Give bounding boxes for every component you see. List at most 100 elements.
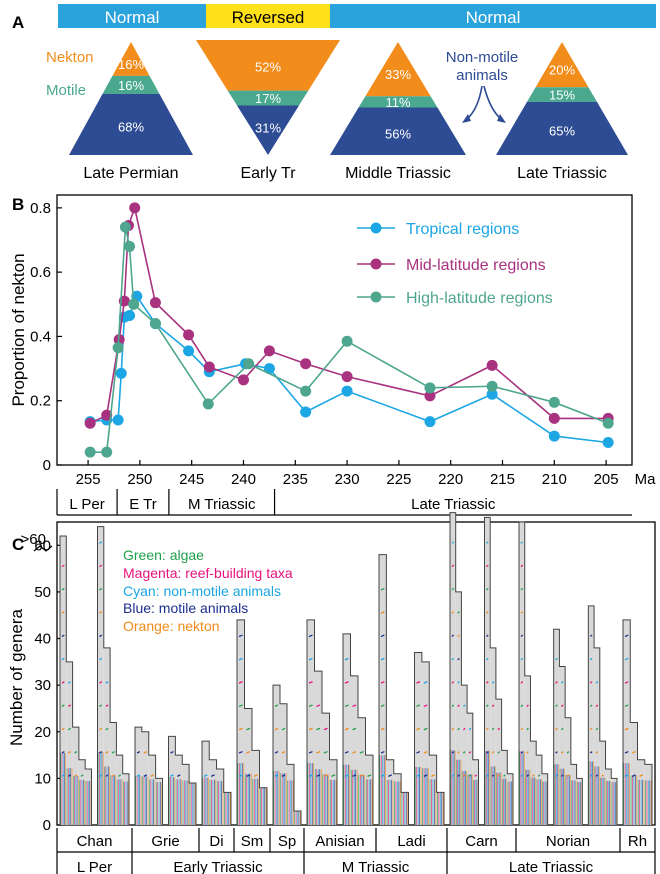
- taxa-marks: [474, 779, 475, 825]
- taxa-marks: [626, 763, 627, 825]
- taxa-marks: [385, 755, 386, 825]
- taxa-mark: [316, 774, 321, 777]
- stage-label: Sp: [278, 833, 296, 850]
- taxa-mark: [150, 774, 154, 777]
- taxa-mark: [80, 774, 84, 777]
- taxa-mark: [520, 727, 524, 731]
- x-axis-unit: Ma: [635, 471, 656, 488]
- taxa-marks: [379, 755, 381, 825]
- genera-bar: [559, 666, 566, 825]
- taxa-mark: [74, 751, 78, 754]
- taxa-mark: [589, 704, 593, 707]
- taxa-marks: [359, 774, 361, 825]
- taxa-marks: [629, 763, 630, 825]
- taxa-marks: [243, 763, 245, 825]
- taxa-marks: [192, 783, 193, 825]
- taxa-mark: [624, 657, 629, 661]
- y-tick-label: 0.2: [30, 393, 51, 410]
- taxa-mark: [99, 587, 103, 591]
- taxa-mark: [423, 774, 428, 777]
- taxa-marks: [537, 779, 539, 825]
- taxa-marks: [90, 780, 92, 825]
- genera-group: [59, 535, 92, 825]
- y-tick-label: 10: [34, 770, 51, 787]
- taxa-marks: [295, 811, 297, 825]
- taxa-mark: [99, 727, 103, 731]
- taxa-mark: [61, 704, 65, 708]
- taxa-marks: [533, 777, 534, 825]
- taxa-marks: [316, 769, 318, 825]
- genera-group: [518, 521, 549, 825]
- taxa-marks: [383, 755, 385, 825]
- taxa-mark: [491, 681, 495, 684]
- taxa-mark: [61, 681, 65, 684]
- taxa-marks: [120, 779, 122, 825]
- taxa-marks: [319, 769, 321, 825]
- taxa-marks: [73, 775, 74, 825]
- taxa-mark: [380, 611, 385, 614]
- data-point: [112, 342, 124, 354]
- taxa-mark: [451, 587, 455, 591]
- taxa-marks: [429, 779, 431, 825]
- taxa-marks: [538, 779, 540, 825]
- taxa-marks: [189, 783, 191, 825]
- genera-group: [134, 726, 163, 825]
- stage-label: Carn: [465, 833, 498, 850]
- taxa-marks: [521, 751, 523, 825]
- panel-b: B 0 0.2 0.4 0.6 0.8 255 250 245 240 235 230 225 220 21…: [9, 194, 656, 516]
- taxa-mark: [388, 774, 393, 777]
- plot-frame: [56, 194, 633, 466]
- taxa-mark: [462, 774, 466, 777]
- taxa-marks: [326, 774, 328, 825]
- genera-bar: [553, 629, 560, 825]
- pyramid-name: Middle Triassic: [345, 165, 451, 182]
- taxa-marks: [86, 780, 88, 825]
- era-label: M Triassic: [342, 859, 410, 874]
- taxa-marks: [81, 779, 83, 825]
- taxa-mark: [601, 774, 604, 777]
- taxa-marks: [558, 764, 560, 825]
- pyramid-motile-value: 15%: [549, 88, 575, 103]
- taxa-marks: [573, 780, 575, 825]
- taxa-marks: [314, 769, 316, 825]
- taxa-mark: [589, 681, 593, 684]
- taxa-marks: [639, 779, 640, 825]
- taxa-marks: [370, 779, 372, 825]
- genera-outline: [518, 521, 549, 825]
- legend-nekton: Nekton: [46, 49, 94, 66]
- taxa-marks: [100, 751, 102, 825]
- taxa-marks: [307, 763, 309, 825]
- taxa-marks: [308, 763, 310, 825]
- taxa-mark: [457, 774, 460, 777]
- taxa-marks: [125, 781, 127, 825]
- taxa-marks: [615, 782, 616, 825]
- stage-label: Grie: [151, 833, 179, 850]
- taxa-marks: [138, 775, 139, 825]
- genera-outline: [342, 633, 374, 825]
- genera-bar: [322, 713, 330, 825]
- taxa-marks: [604, 777, 606, 825]
- polarity-segment: [206, 4, 330, 28]
- taxa-mark: [624, 727, 629, 731]
- taxa-mark: [520, 541, 524, 544]
- taxa-marks: [195, 783, 196, 825]
- genera-outline: [553, 628, 583, 825]
- genera-outline: [378, 554, 409, 825]
- taxa-mark: [316, 727, 321, 731]
- taxa-marks: [401, 792, 403, 825]
- taxa-marks: [361, 774, 363, 825]
- taxa-mark: [566, 774, 570, 777]
- taxa-marks: [259, 787, 261, 825]
- taxa-marks: [394, 781, 395, 825]
- taxa-mark: [416, 681, 421, 684]
- taxa-mark: [67, 681, 71, 684]
- taxa-marks: [556, 764, 557, 825]
- taxa-marks: [612, 782, 614, 825]
- taxa-marks: [502, 778, 503, 825]
- taxa-mark: [555, 774, 558, 777]
- taxa-marks: [541, 779, 542, 825]
- pyramid-nekton-value: 52%: [255, 59, 281, 74]
- taxa-marks: [365, 779, 367, 825]
- taxa-mark: [526, 751, 529, 754]
- genera-bar: [565, 717, 571, 825]
